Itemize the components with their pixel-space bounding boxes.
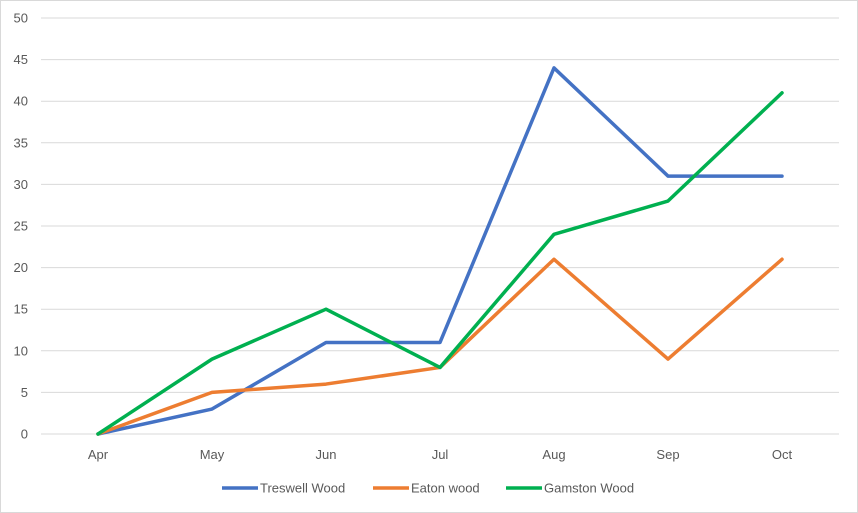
data-point bbox=[324, 307, 328, 311]
y-axis-tick-labels: 0 5 10 15 20 25 30 35 40 45 50 bbox=[14, 11, 28, 442]
x-tick-label: Jul bbox=[432, 447, 449, 462]
data-point bbox=[324, 340, 328, 344]
x-tick-label: Jun bbox=[316, 447, 337, 462]
legend: Treswell Wood Eaton wood Gamston Wood bbox=[222, 481, 634, 496]
data-point bbox=[324, 382, 328, 386]
series-line-eaton-wood bbox=[96, 257, 784, 436]
y-tick-label: 15 bbox=[14, 302, 28, 317]
y-tick-label: 35 bbox=[14, 135, 28, 150]
data-point bbox=[210, 390, 214, 394]
data-point bbox=[552, 66, 556, 70]
y-tick-label: 45 bbox=[14, 52, 28, 67]
y-tick-label: 0 bbox=[21, 427, 28, 442]
legend-item: Gamston Wood bbox=[506, 481, 634, 496]
legend-label: Treswell Wood bbox=[260, 481, 345, 496]
series-line-treswell-wood bbox=[96, 66, 784, 436]
x-tick-label: Sep bbox=[656, 447, 679, 462]
legend-item: Eaton wood bbox=[373, 481, 480, 496]
x-tick-label: Apr bbox=[88, 447, 109, 462]
y-tick-label: 10 bbox=[14, 343, 28, 358]
y-tick-label: 25 bbox=[14, 219, 28, 234]
y-tick-label: 50 bbox=[14, 11, 28, 26]
data-point bbox=[210, 357, 214, 361]
data-point bbox=[552, 257, 556, 261]
data-point bbox=[96, 432, 100, 436]
data-point bbox=[666, 174, 670, 178]
series-lines bbox=[96, 66, 784, 436]
data-point bbox=[210, 407, 214, 411]
data-point bbox=[780, 257, 784, 261]
x-axis-tick-labels: Apr May Jun Jul Aug Sep Oct bbox=[88, 447, 793, 462]
data-point bbox=[780, 91, 784, 95]
data-point bbox=[552, 232, 556, 236]
legend-label: Eaton wood bbox=[411, 481, 480, 496]
data-point bbox=[780, 174, 784, 178]
data-point bbox=[666, 199, 670, 203]
gridlines bbox=[41, 17, 839, 435]
y-tick-label: 30 bbox=[14, 177, 28, 192]
data-point bbox=[666, 357, 670, 361]
data-point bbox=[438, 365, 442, 369]
data-point bbox=[438, 340, 442, 344]
x-tick-label: Aug bbox=[542, 447, 565, 462]
series-line-gamston-wood bbox=[96, 91, 784, 436]
y-tick-label: 5 bbox=[21, 385, 28, 400]
legend-item: Treswell Wood bbox=[222, 481, 345, 496]
legend-label: Gamston Wood bbox=[544, 481, 634, 496]
x-tick-label: Oct bbox=[772, 447, 793, 462]
x-tick-label: May bbox=[200, 447, 225, 462]
y-tick-label: 40 bbox=[14, 94, 28, 109]
y-tick-label: 20 bbox=[14, 260, 28, 275]
